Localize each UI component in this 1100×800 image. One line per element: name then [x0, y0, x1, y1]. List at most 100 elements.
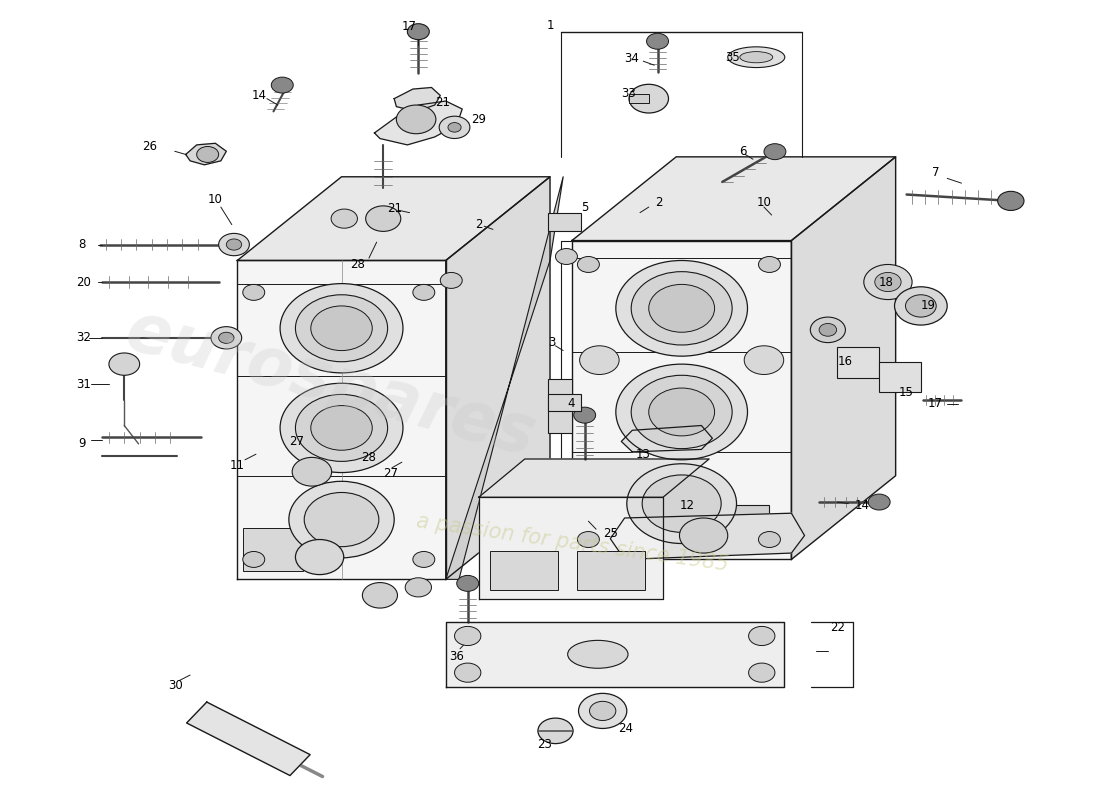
Circle shape	[305, 493, 378, 546]
Circle shape	[296, 539, 343, 574]
Text: 32: 32	[76, 331, 91, 344]
Text: 16: 16	[837, 355, 852, 368]
Text: 2: 2	[475, 218, 483, 231]
Polygon shape	[374, 101, 462, 145]
Polygon shape	[238, 261, 446, 579]
Text: 26: 26	[142, 140, 157, 153]
Polygon shape	[610, 514, 804, 559]
Text: 21: 21	[387, 202, 403, 215]
Text: 34: 34	[625, 52, 639, 66]
Text: 28: 28	[361, 451, 376, 464]
Circle shape	[811, 317, 846, 342]
Circle shape	[998, 191, 1024, 210]
Text: 36: 36	[449, 650, 464, 663]
Text: 3: 3	[548, 336, 556, 349]
Circle shape	[578, 257, 600, 273]
Circle shape	[538, 718, 573, 744]
Circle shape	[407, 24, 429, 40]
Text: 4: 4	[568, 398, 575, 410]
Polygon shape	[187, 702, 310, 775]
Circle shape	[456, 575, 478, 591]
Text: 5: 5	[581, 201, 589, 214]
Text: 13: 13	[636, 448, 650, 461]
Circle shape	[874, 273, 901, 291]
Bar	[605, 512, 662, 537]
Polygon shape	[446, 177, 550, 579]
Circle shape	[629, 84, 669, 113]
Text: 19: 19	[921, 299, 936, 313]
Circle shape	[296, 294, 387, 362]
Polygon shape	[621, 426, 713, 452]
Text: 12: 12	[680, 498, 694, 512]
Circle shape	[109, 353, 140, 375]
Circle shape	[820, 323, 837, 336]
Circle shape	[448, 122, 461, 132]
Polygon shape	[478, 498, 663, 599]
Circle shape	[331, 209, 358, 228]
Circle shape	[289, 482, 394, 558]
Polygon shape	[572, 157, 895, 241]
Text: 10: 10	[208, 193, 222, 206]
Text: 33: 33	[621, 86, 636, 99]
Circle shape	[243, 551, 265, 567]
Circle shape	[556, 249, 578, 265]
Circle shape	[412, 285, 434, 300]
Bar	[629, 94, 649, 103]
Text: 8: 8	[78, 238, 86, 251]
Circle shape	[219, 234, 250, 256]
Text: 30: 30	[168, 679, 183, 692]
Bar	[243, 527, 304, 571]
Circle shape	[272, 77, 294, 93]
Circle shape	[454, 663, 481, 682]
Text: 21: 21	[434, 96, 450, 109]
Text: a passion for parts since 1985: a passion for parts since 1985	[415, 512, 729, 575]
Circle shape	[905, 294, 936, 317]
Text: 14: 14	[855, 498, 870, 512]
Bar	[695, 506, 769, 543]
Circle shape	[680, 518, 728, 553]
Text: 17: 17	[927, 398, 943, 410]
Circle shape	[649, 388, 715, 436]
Polygon shape	[394, 87, 440, 111]
Polygon shape	[446, 622, 783, 687]
Bar	[879, 362, 921, 392]
Circle shape	[365, 206, 400, 231]
Bar	[596, 506, 671, 543]
Text: 1: 1	[547, 19, 553, 32]
Ellipse shape	[740, 52, 772, 62]
Circle shape	[759, 257, 780, 273]
Bar	[578, 551, 646, 590]
Circle shape	[580, 346, 619, 374]
Circle shape	[227, 239, 242, 250]
Circle shape	[749, 663, 774, 682]
Polygon shape	[478, 459, 710, 498]
Text: 24: 24	[618, 722, 632, 735]
Circle shape	[280, 284, 403, 373]
Bar	[548, 214, 581, 231]
Text: 14: 14	[252, 89, 266, 102]
Text: 15: 15	[899, 386, 914, 398]
Circle shape	[396, 105, 436, 134]
Text: 17: 17	[402, 21, 417, 34]
Circle shape	[243, 285, 265, 300]
Text: 10: 10	[757, 196, 771, 209]
Circle shape	[649, 285, 715, 332]
Text: eurospares: eurospares	[119, 298, 542, 470]
Circle shape	[405, 578, 431, 597]
Bar	[837, 347, 879, 378]
Text: 7: 7	[932, 166, 939, 179]
Circle shape	[439, 116, 470, 138]
Circle shape	[764, 144, 785, 160]
Circle shape	[647, 34, 669, 50]
Circle shape	[745, 346, 783, 374]
Circle shape	[642, 475, 722, 532]
Circle shape	[412, 551, 434, 567]
Circle shape	[631, 375, 733, 449]
Text: 25: 25	[603, 527, 617, 541]
Circle shape	[280, 383, 403, 473]
Ellipse shape	[728, 47, 784, 67]
Text: 20: 20	[76, 275, 91, 289]
Text: 9: 9	[78, 438, 86, 450]
Bar	[490, 551, 558, 590]
Polygon shape	[446, 177, 563, 579]
